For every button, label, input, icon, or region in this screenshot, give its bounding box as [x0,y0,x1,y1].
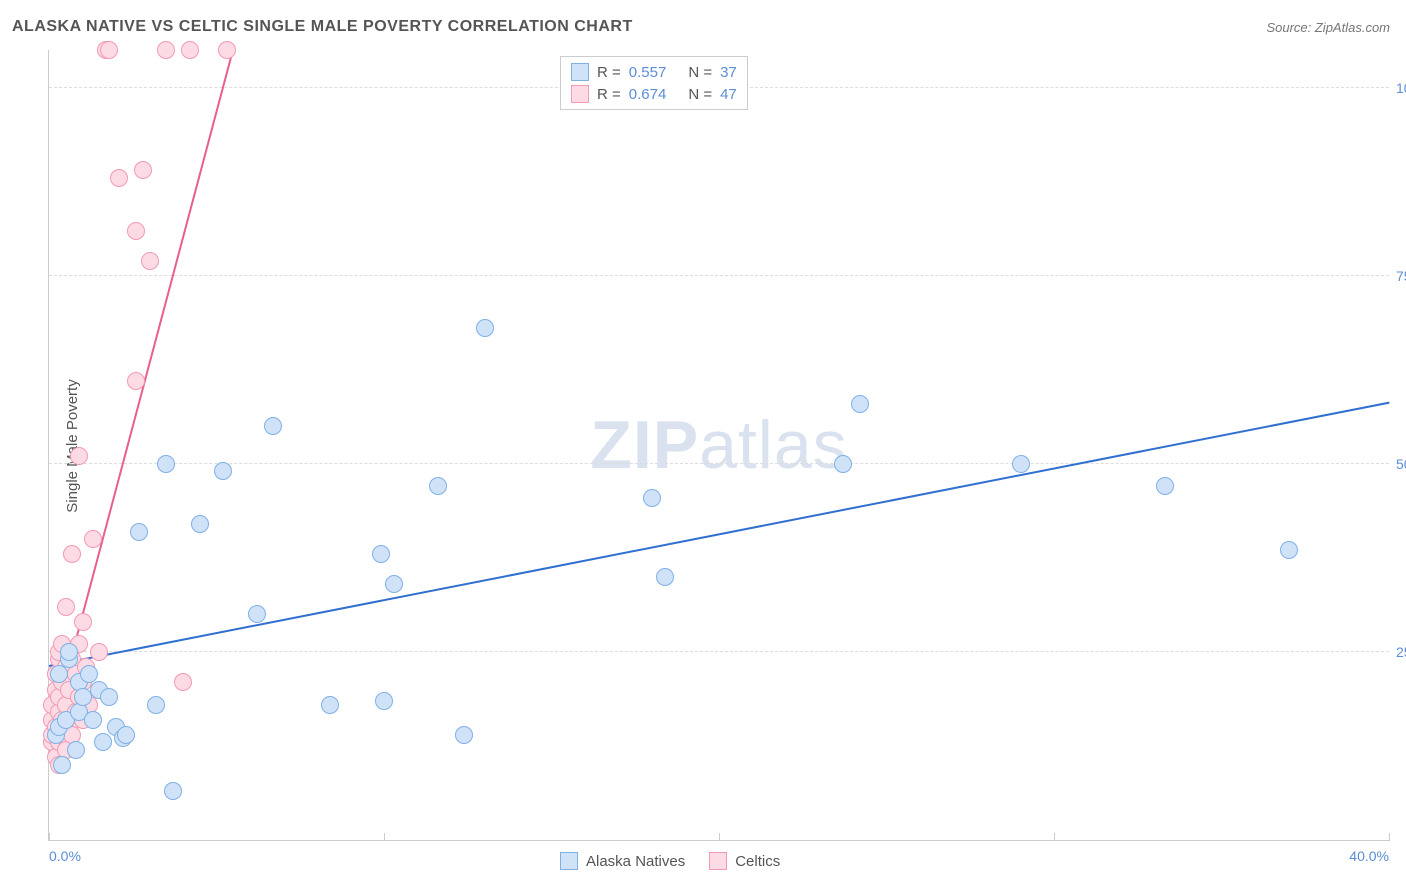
scatter-point [67,741,85,759]
watermark: ZIPatlas [590,406,847,484]
legend-r-label: R = [597,86,621,103]
scatter-point [70,447,88,465]
x-tick [1054,833,1055,841]
scatter-point [248,605,266,623]
legend-label-series-1: Alaska Natives [586,853,685,870]
y-tick-label: 50.0% [1396,456,1406,472]
scatter-point [127,372,145,390]
x-tick-label: 40.0% [1349,848,1389,864]
scatter-point [100,688,118,706]
scatter-point [1012,455,1030,473]
scatter-point [476,319,494,337]
legend-n-label: N = [688,64,712,81]
legend-n-value-1: 37 [720,64,737,81]
scatter-point [147,696,165,714]
scatter-point [141,252,159,270]
scatter-point [643,489,661,507]
scatter-point [429,477,447,495]
scatter-point [100,41,118,59]
scatter-point [63,545,81,563]
scatter-point [130,523,148,541]
legend-n-value-2: 47 [720,86,737,103]
scatter-point [375,692,393,710]
scatter-point [117,726,135,744]
scatter-point [264,417,282,435]
scatter-point [57,598,75,616]
scatter-point [385,575,403,593]
swatch-series-1 [571,63,589,81]
scatter-point [372,545,390,563]
swatch-series-2-bottom [709,852,727,870]
x-tick [384,833,385,841]
legend-label-series-2: Celtics [735,853,780,870]
source-label: Source: ZipAtlas.com [1266,20,1390,35]
legend-row-series-1: R = 0.557 N = 37 [571,61,737,83]
scatter-point [851,395,869,413]
scatter-point [1156,477,1174,495]
legend-item-series-1: Alaska Natives [560,852,685,870]
legend-r-label: R = [597,64,621,81]
watermark-atlas: atlas [699,407,848,483]
scatter-point [157,41,175,59]
scatter-point [127,222,145,240]
scatter-point [455,726,473,744]
scatter-point [74,613,92,631]
scatter-point [1280,541,1298,559]
gridline [49,651,1389,652]
chart-title: ALASKA NATIVE VS CELTIC SINGLE MALE POVE… [12,18,633,36]
scatter-point [834,455,852,473]
trend-line-series-1 [49,402,1389,667]
y-tick-label: 75.0% [1396,268,1406,284]
x-tick [1389,833,1390,841]
swatch-series-2 [571,85,589,103]
scatter-point [50,665,68,683]
scatter-point [214,462,232,480]
legend-series-names: Alaska Natives Celtics [560,852,780,870]
legend-r-value-1: 0.557 [629,64,667,81]
y-tick-label: 25.0% [1396,644,1406,660]
gridline [49,463,1389,464]
scatter-point [321,696,339,714]
legend-n-label: N = [688,86,712,103]
y-tick-label: 100.0% [1396,80,1406,96]
scatter-point [53,756,71,774]
swatch-series-1-bottom [560,852,578,870]
watermark-zip: ZIP [590,407,699,483]
scatter-point [74,688,92,706]
scatter-point [84,530,102,548]
scatter-point [174,673,192,691]
plot-area: ZIPatlas 25.0%50.0%75.0%100.0%0.0%40.0% [48,50,1389,841]
chart-container: ALASKA NATIVE VS CELTIC SINGLE MALE POVE… [0,0,1406,892]
scatter-point [164,782,182,800]
scatter-point [110,169,128,187]
scatter-point [94,733,112,751]
scatter-point [656,568,674,586]
scatter-point [90,643,108,661]
legend-item-series-2: Celtics [709,852,780,870]
scatter-point [60,643,78,661]
scatter-point [84,711,102,729]
x-tick [49,833,50,841]
x-tick [719,833,720,841]
scatter-point [218,41,236,59]
legend-r-value-2: 0.674 [629,86,667,103]
scatter-point [134,161,152,179]
legend-correlation: R = 0.557 N = 37 R = 0.674 N = 47 [560,56,748,110]
scatter-point [181,41,199,59]
scatter-point [191,515,209,533]
legend-row-series-2: R = 0.674 N = 47 [571,83,737,105]
gridline [49,275,1389,276]
scatter-point [157,455,175,473]
x-tick-label: 0.0% [49,848,81,864]
